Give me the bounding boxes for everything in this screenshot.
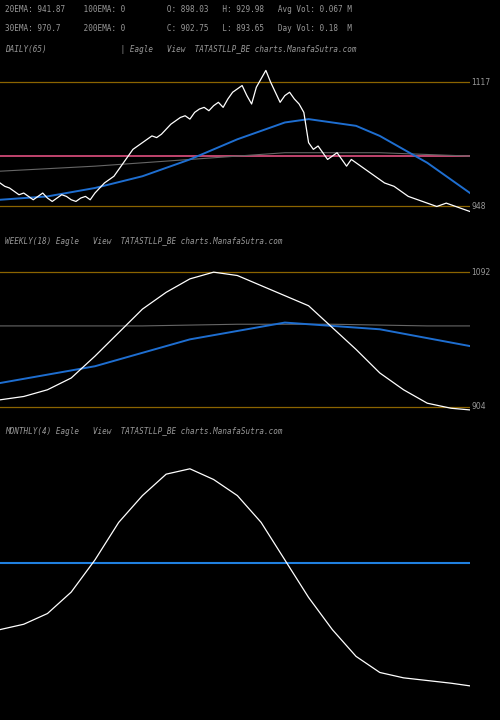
Text: DAILY(65)                | Eagle   View  TATASTLLP_BE charts.ManafaSutra.com: DAILY(65) | Eagle View TATASTLLP_BE char… <box>5 45 356 53</box>
Text: WEEKLY(18) Eagle   View  TATASTLLP_BE charts.ManafaSutra.com: WEEKLY(18) Eagle View TATASTLLP_BE chart… <box>5 238 282 246</box>
Text: MONTHLY(4) Eagle   View  TATASTLLP_BE charts.ManafaSutra.com: MONTHLY(4) Eagle View TATASTLLP_BE chart… <box>5 428 282 436</box>
Text: 30EMA: 970.7     200EMA: 0         C: 902.75   L: 893.65   Day Vol: 0.18  M: 30EMA: 970.7 200EMA: 0 C: 902.75 L: 893.… <box>5 24 352 32</box>
Text: 20EMA: 941.87    100EMA: 0         O: 898.03   H: 929.98   Avg Vol: 0.067 M: 20EMA: 941.87 100EMA: 0 O: 898.03 H: 929… <box>5 5 352 14</box>
Text: 1092: 1092 <box>472 268 491 276</box>
Text: 904: 904 <box>472 402 486 411</box>
Text: 1117: 1117 <box>472 78 490 86</box>
Text: 948: 948 <box>472 202 486 211</box>
